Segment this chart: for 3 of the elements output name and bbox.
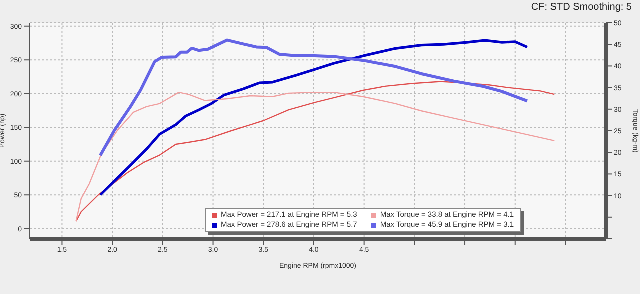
line-series	[99, 39, 529, 196]
text: CF: STD Smoothing: 5	[531, 2, 632, 13]
line-series	[98, 38, 529, 158]
